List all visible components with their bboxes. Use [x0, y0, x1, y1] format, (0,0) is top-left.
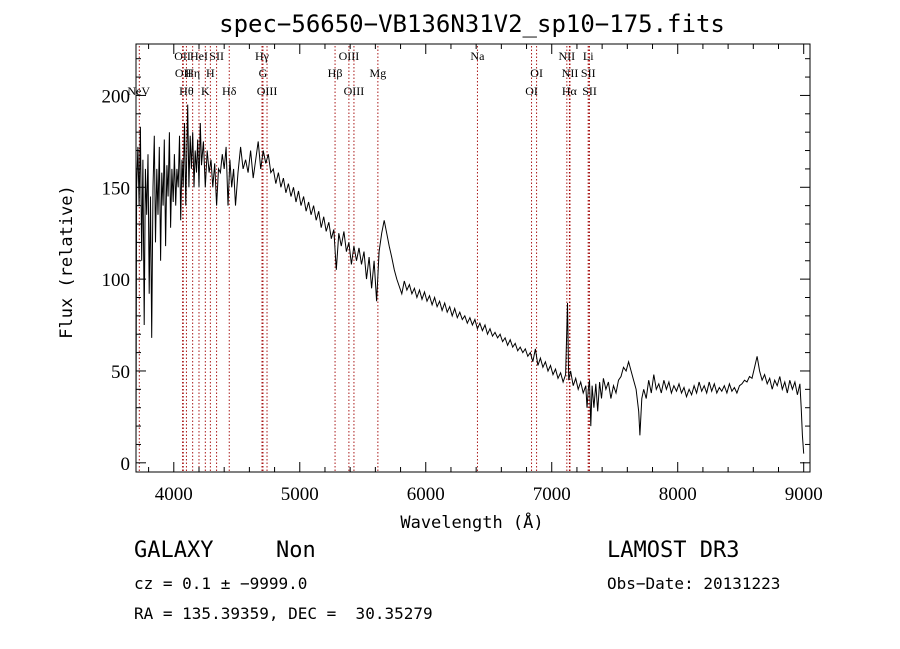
- line-label: SII: [209, 49, 224, 63]
- x-tick-label: 7000: [533, 484, 571, 505]
- line-label: K: [201, 84, 210, 98]
- y-tick-label: 100: [102, 270, 131, 291]
- x-tick-label: 5000: [281, 484, 319, 505]
- object-subclass: Non: [276, 538, 316, 563]
- line-label: H: [206, 66, 215, 80]
- line-label: Hη: [185, 66, 200, 80]
- coordinates-line: RA = 135.39359, DEC = 30.35279: [134, 604, 433, 623]
- line-label: OIII: [339, 49, 360, 63]
- y-axis-ticks: 0 50 100 150 200: [102, 58, 810, 475]
- survey-label: LAMOST DR3: [607, 538, 740, 563]
- line-label: OII: [174, 49, 191, 63]
- spectrum-line: [135, 104, 805, 454]
- line-label: Li: [583, 49, 594, 63]
- line-label: Hγ: [255, 49, 270, 63]
- line-label: OIII: [257, 84, 278, 98]
- line-label: OI: [525, 84, 538, 98]
- line-label: HeI: [190, 49, 208, 63]
- line-label: NII: [562, 66, 579, 80]
- x-tick-label: 6000: [407, 484, 445, 505]
- line-label: Hθ: [179, 84, 194, 98]
- y-tick-label: 150: [102, 178, 131, 199]
- y-axis-label: Flux (relative): [57, 185, 77, 339]
- x-tick-label: 8000: [659, 484, 697, 505]
- line-label: SII: [581, 66, 596, 80]
- line-label: Na: [470, 49, 485, 63]
- y-tick-label: 50: [111, 362, 130, 383]
- emission-line-labels: NeVOIIOIIHθHηHeIKHSIIHδHγGOIIIHβOIIIOIII…: [127, 49, 597, 98]
- line-label: OI: [530, 66, 543, 80]
- x-tick-label: 9000: [785, 484, 823, 505]
- line-label: OIII: [344, 84, 365, 98]
- obs-date: Obs−Date: 20131223: [607, 574, 781, 593]
- x-tick-label: 4000: [155, 484, 193, 505]
- line-label: G: [259, 66, 268, 80]
- line-label: OII: [175, 66, 192, 80]
- line-label: Mg: [370, 66, 387, 80]
- y-tick-label: 0: [121, 454, 131, 475]
- x-axis-label: Wavelength (Å): [400, 511, 543, 533]
- line-label: NII: [559, 49, 576, 63]
- x-axis-ticks: 4000 5000 6000 7000 8000 9000: [148, 44, 823, 505]
- plot-frame: [135, 43, 811, 473]
- line-label: SII: [582, 84, 597, 98]
- object-class: GALAXY: [134, 538, 214, 563]
- chart-title: spec−56650−VB136N31V2_sp10−175.fits: [219, 10, 725, 38]
- line-label: Hδ: [222, 84, 237, 98]
- y-tick-label: 200: [102, 86, 131, 107]
- line-label: Hβ: [328, 66, 343, 80]
- emission-line-markers: [138, 46, 590, 472]
- redshift-line: cz = 0.1 ± −9999.0: [134, 574, 308, 593]
- line-label: Hα: [562, 84, 578, 98]
- line-label: NeV: [127, 84, 150, 98]
